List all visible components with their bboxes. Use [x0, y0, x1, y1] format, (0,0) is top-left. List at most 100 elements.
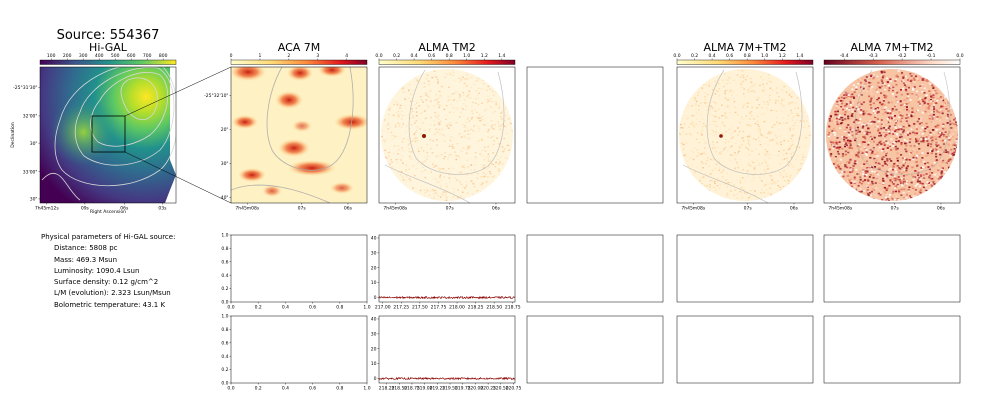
spec2-ytick-label: 0: [374, 295, 377, 301]
spec1-ytick-label: 0.0: [221, 300, 228, 306]
tm2-colorbar-tick-label: 0.4: [411, 53, 418, 59]
line-s2-trace: [378, 295, 516, 300]
aca-ytick-label: 40": [221, 195, 229, 201]
higal-xlabel: Right Ascension: [90, 209, 126, 215]
higal-xtick-label: 09s: [81, 206, 90, 212]
higal-colorbar-tick-label: 400: [95, 53, 104, 59]
aca-ytick-label: 30": [221, 161, 229, 167]
higal-map: 7h45m12s 09s 06s 03s -25°31'30" 32'00" 30" 33'0…: [10, 66, 177, 215]
combined-colorbar-tick-label: 0.2: [691, 53, 698, 59]
aca-map: 7h45m08s 07s 06s -25°32'10" 20" 30" 40": [204, 66, 368, 212]
tm2-colorbar-tick-label: 1.2: [481, 53, 488, 59]
combined-source-peak: [719, 134, 723, 138]
spec4-xtick-label: 218.50: [391, 386, 407, 392]
residual-colorbar-tick-label: -0.1: [927, 53, 936, 59]
higal-colorbar-tick-label: 300: [79, 53, 88, 59]
spec4-xtick-label: 219.50: [442, 386, 458, 392]
spec2-xtick-label: 217.75: [431, 305, 447, 311]
combined-xtick-label: 07s: [744, 206, 753, 212]
residual-xtick-label: 06s: [937, 206, 946, 212]
zoom-connector-bottom: [124, 151, 232, 204]
tm2-colorbar-tick-label: 0.6: [428, 53, 435, 59]
aca-colorbar-tick-label: 4: [345, 53, 348, 59]
spec4-xtick-label: 220.75: [506, 386, 522, 392]
tm2-xtick-label: 07s: [446, 206, 455, 212]
params-heading: Physical parameters of Hi-GAL source:: [41, 233, 176, 241]
higal-ytick-label: -25°31'30": [13, 85, 37, 91]
tm2-colorbar-tick-label: 0.0: [375, 53, 382, 59]
spec4-ytick-label: 0: [374, 376, 377, 382]
higal-colorbar-tick-label: 600: [127, 53, 136, 59]
spec2-xtick-label: 218.50: [486, 305, 502, 311]
spec1-xtick-label: 0.6: [309, 305, 316, 311]
spec1-ytick-label: 0.6: [221, 259, 228, 265]
spec3-xtick-label: 0.0: [227, 386, 234, 392]
param-lm: L/M (evolution): 2.323 Lsun/Msun: [54, 289, 171, 298]
residual-xtick-label: 7h45m08s: [828, 206, 853, 212]
spec4-xtick-label: 219.75: [455, 386, 471, 392]
residual-title: ALMA 7M+TM2: [850, 41, 933, 54]
aca-xtick-label: 7h45m08s: [235, 206, 260, 212]
tm2-colorbar-tick-label: 0.8: [446, 53, 453, 59]
spec1-xtick-label: 0.2: [255, 305, 262, 311]
aca-ytick-label: 20": [221, 127, 229, 133]
spec4-xtick-label: 219.00: [417, 386, 433, 392]
spectrum-empty-row1: 0.0 0.2 0.4 0.6 0.8 1.0 0.0 0.2 0.4 0.6 0.8 1.0: [221, 233, 370, 311]
higal-ylabel: Declination: [10, 122, 16, 148]
spectrum-tm2-row1: 217.00 217.25 217.50 217.75 218.00 218.25 218.…: [371, 234, 521, 311]
combined-colorbar-tick-label: 0.8: [744, 53, 751, 59]
spectrum-empty-row2: 0.0 0.2 0.4 0.6 0.8 1.0 0.0 0.2 0.4 0.6 0.8 1.0: [221, 314, 370, 392]
empty-panel-r2c3: [526, 315, 664, 384]
residual-xtick-label: 07s: [891, 206, 900, 212]
spec3-ytick-label: 0.0: [221, 381, 228, 387]
physical-parameters: Physical parameters of Hi-GAL source: Di…: [41, 232, 175, 311]
tm2-colorbar-tick-label: 1.0: [463, 53, 470, 59]
combined-colorbar-tick-label: 0.6: [726, 53, 733, 59]
spec2-xtick-label: 218.75: [505, 305, 521, 311]
combined-colorbar-tick-label: 1.4: [796, 53, 803, 59]
spec2-xtick-label: 217.00: [375, 305, 391, 311]
spec4-ytick-label: 30: [371, 331, 377, 337]
aca-colorbar-tick-label: 0: [230, 53, 233, 59]
higal-colorbar-tick-label: 500: [111, 53, 120, 59]
spec2-xtick-label: 217.25: [393, 305, 409, 311]
higal-ytick-label: 32'00": [23, 114, 38, 120]
aca-title: ACA 7M: [278, 41, 321, 54]
higal-ytick-label: 33'00": [23, 169, 38, 175]
higal-xtick-label: 06s: [120, 206, 129, 212]
combined-title: ALMA 7M+TM2: [703, 41, 786, 54]
spec3-xtick-label: 0.6: [309, 386, 316, 392]
residual-colorbar-tick-label: -0.2: [898, 53, 907, 59]
source-title: Source: 554367: [57, 28, 160, 43]
spec3-xtick-label: 0.4: [282, 386, 289, 392]
spec2-ytick-label: 10: [371, 280, 377, 286]
residual-colorbar-tick-label: -0.4: [840, 53, 849, 59]
combined-colorbar-tick-label: 1.0: [761, 53, 768, 59]
residual-map: 7h45m08s 07s 06s: [823, 66, 961, 212]
higal-colorbar-tick-label: 800: [159, 53, 168, 59]
empty-panel-r2c4: [676, 315, 814, 384]
param-tbol: Bolometric temperature: 43.1 K: [54, 300, 166, 309]
tm2-colorbar: 0.0 0.2 0.4 0.6 0.8 1.0 1.2 1.4: [375, 53, 516, 65]
tm2-colorbar-tick-label: 0.2: [393, 53, 400, 59]
tm2-source-peak: [422, 134, 426, 138]
aca-colorbar: 0 1 2 3 4: [230, 53, 368, 65]
spectrum-tm2-row2: 218.25218.50218.75219.00219.25219.50219.…: [371, 315, 522, 392]
higal-ytick-label: 30": [30, 197, 38, 203]
combined-colorbar-tick-label: 0.0: [673, 53, 680, 59]
spec4-xtick-label: 218.75: [404, 386, 420, 392]
higal-ytick-label: 30": [30, 141, 38, 147]
empty-panel-top: [526, 66, 664, 204]
spec4-xtick-label: 219.25: [429, 386, 445, 392]
spec1-ytick-label: 0.8: [221, 246, 228, 252]
zoom-connector-top: [124, 66, 232, 117]
tm2-xtick-label: 06s: [492, 206, 501, 212]
spec4-xtick-label: 220.00: [468, 386, 484, 392]
combined-colorbar: 0.0 0.2 0.4 0.6 0.8 1.0 1.2 1.4: [673, 53, 814, 65]
tm2-xtick-label: 7h45m08s: [383, 206, 408, 212]
higal-colorbar: 100 200 300 400 500 600 700 800: [39, 53, 177, 65]
aca-ytick-label: -25°32'10": [204, 93, 228, 99]
spectrum-line-row2: [378, 376, 516, 381]
spec3-ytick-label: 0.8: [221, 327, 228, 333]
